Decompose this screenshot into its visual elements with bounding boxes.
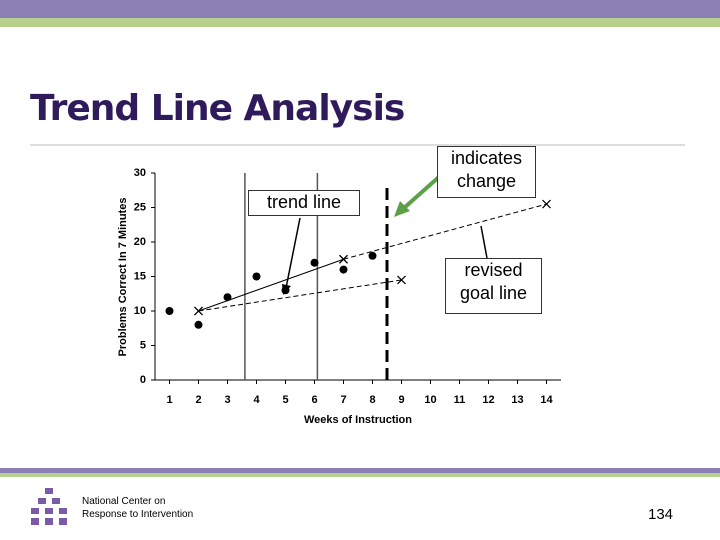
goal-line xyxy=(198,279,402,312)
y-tick-label: 15 xyxy=(134,270,146,282)
x-marker xyxy=(397,275,406,285)
org-line: National Center on xyxy=(82,496,166,507)
logo xyxy=(31,488,67,525)
x-tick-label: 11 xyxy=(454,394,466,406)
x-marker xyxy=(194,306,203,316)
annotation-arrow xyxy=(402,174,442,210)
x-tick-label: 2 xyxy=(195,394,201,406)
x-tick-label: 12 xyxy=(482,394,494,406)
annotation-arrow xyxy=(480,225,488,259)
y-tick-label: 10 xyxy=(134,305,146,317)
x-tick-label: 4 xyxy=(253,394,260,406)
y-tick-label: 30 xyxy=(134,167,146,179)
x-tick-label: 14 xyxy=(540,394,553,406)
x-tick-label: 1 xyxy=(166,394,172,406)
x-marker xyxy=(339,254,348,264)
data-point xyxy=(165,307,174,315)
data-point xyxy=(339,265,348,274)
x-tick-label: 7 xyxy=(340,394,346,406)
header-band xyxy=(0,0,720,18)
header-stripe xyxy=(0,18,720,27)
x-tick-label: 3 xyxy=(224,394,230,406)
annotation-arrow xyxy=(285,217,301,289)
y-tick-label: 25 xyxy=(134,201,146,213)
footer-org: National Center on Response to Interventi… xyxy=(82,495,193,521)
x-axis-label: Weeks of Instruction xyxy=(304,414,412,426)
data-point xyxy=(252,272,261,281)
slide-title: Trend Line Analysis xyxy=(30,88,405,129)
page-number: 134 xyxy=(648,506,674,523)
annotation: trend line xyxy=(248,190,360,216)
data-point xyxy=(310,258,319,267)
x-tick-label: 13 xyxy=(511,394,523,406)
goal-line xyxy=(343,203,547,260)
x-tick-label: 6 xyxy=(311,394,317,406)
arrow-head xyxy=(394,201,410,217)
y-tick-label: 0 xyxy=(140,374,146,386)
data-point xyxy=(368,251,377,260)
data-point xyxy=(223,293,232,302)
y-tick-label: 5 xyxy=(140,339,146,351)
x-tick-label: 9 xyxy=(398,394,404,406)
x-marker xyxy=(542,199,551,209)
footer-band xyxy=(0,468,720,473)
org-line: Response to Intervention xyxy=(82,509,194,520)
x-tick-label: 8 xyxy=(369,394,375,406)
x-tick-label: 10 xyxy=(424,394,436,406)
data-point xyxy=(194,320,203,329)
data-point xyxy=(281,286,290,295)
y-tick-label: 20 xyxy=(134,236,146,248)
y-axis-label: Problems Correct In 7 Minutes xyxy=(117,198,129,357)
trend-line xyxy=(198,258,344,312)
annotation: indicates change xyxy=(437,146,536,198)
x-tick-label: 5 xyxy=(282,394,288,406)
footer-stripe xyxy=(0,473,720,477)
annotation: revised goal line xyxy=(445,258,542,314)
